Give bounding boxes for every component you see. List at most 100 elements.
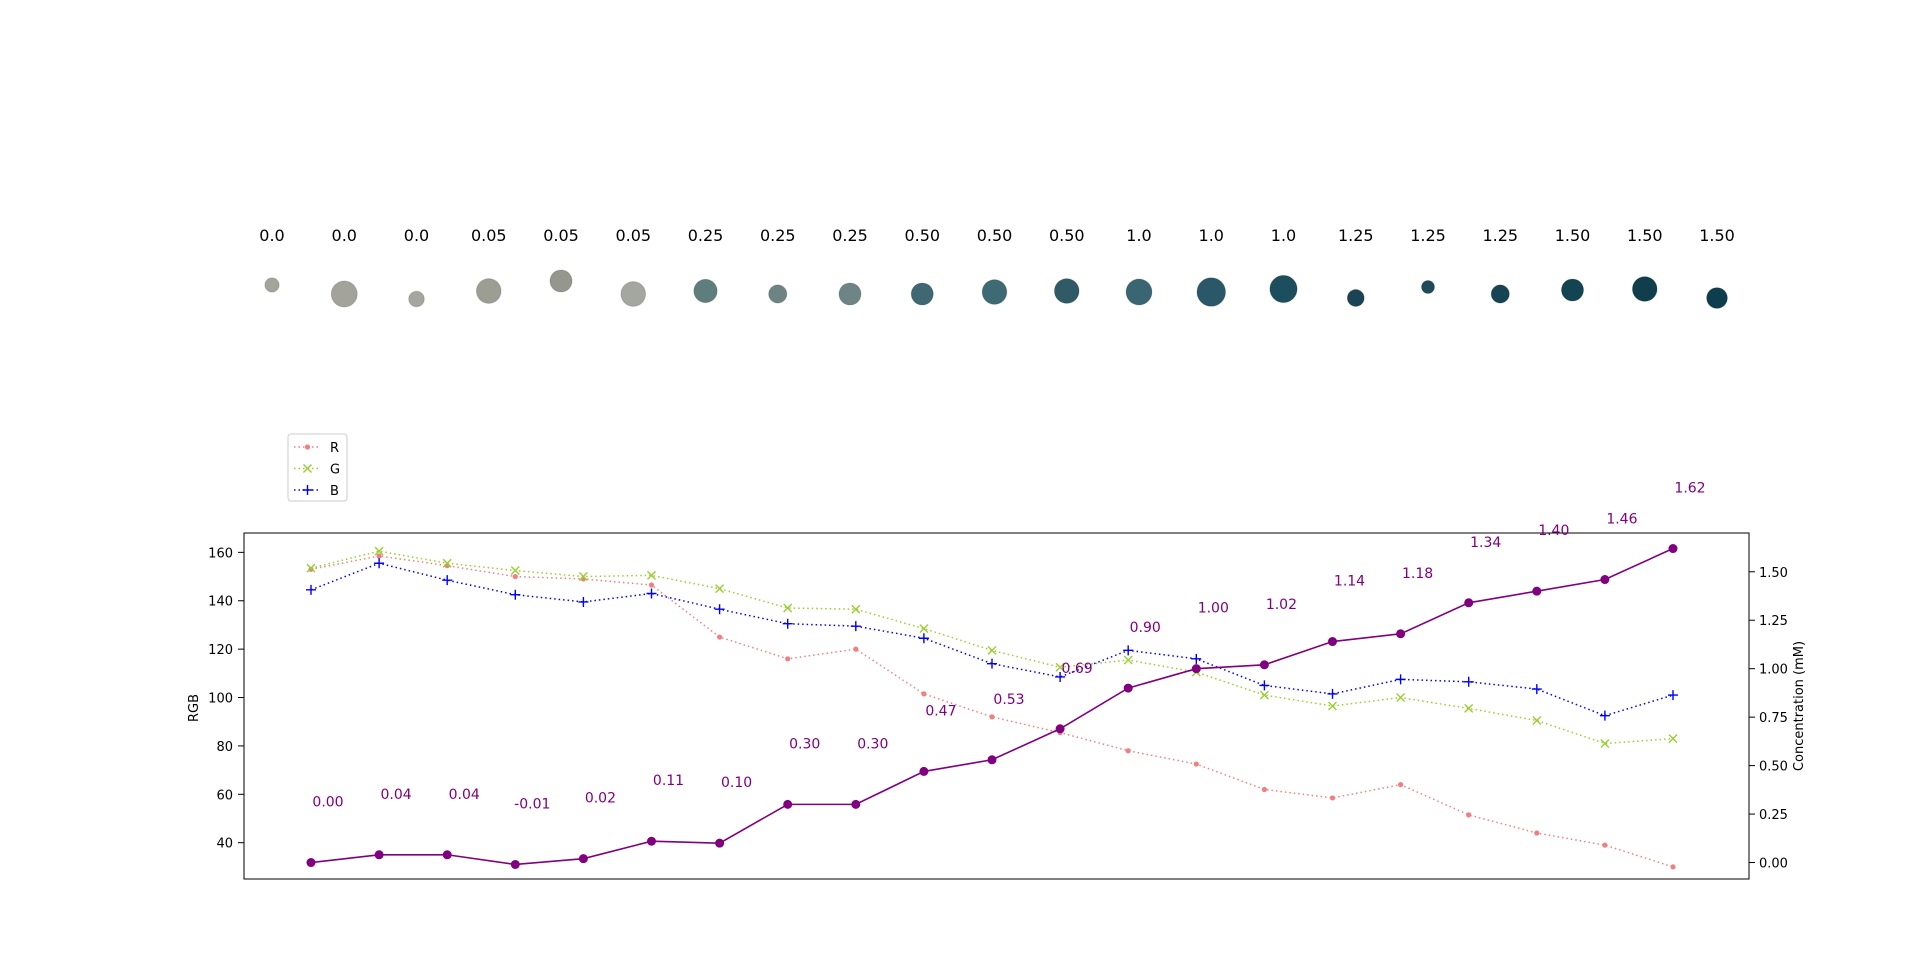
b-point: [782, 618, 793, 629]
concentration-value-label: 0.04: [381, 787, 412, 803]
left-tick-label: 120: [208, 643, 233, 658]
r-point: [1466, 812, 1472, 818]
concentration-point: [1396, 629, 1406, 639]
concentration-point: [715, 838, 725, 848]
concentration-strip-labels: 0.0 0.0 0.0 0.05 0.05 0.05 0.25 0.25 0.25 0.50 0.5…: [259, 226, 1735, 245]
strip-label: 0.25: [760, 226, 796, 245]
right-axis-label: Concentration (mM): [1792, 641, 1807, 771]
legend-point: [303, 464, 312, 473]
g-point: [1055, 662, 1065, 672]
left-tick-label: 40: [216, 837, 233, 852]
concentration-value-label: 0.11: [653, 773, 684, 789]
sample-spot: [1269, 274, 1298, 304]
r-point: [1398, 782, 1404, 788]
b-point: [850, 621, 861, 632]
legend-box: [287, 433, 348, 502]
concentration-point: [987, 755, 997, 765]
strip-label: 0.25: [832, 226, 868, 245]
sample-spot: [838, 282, 862, 306]
right-tick-label: 0.75: [1759, 711, 1788, 726]
g-point: [783, 603, 793, 613]
concentration-value-label: 1.18: [1402, 566, 1433, 582]
sample-spot: [1196, 277, 1227, 307]
left-tick-label: 100: [208, 692, 233, 707]
sample-spot: [408, 290, 425, 308]
sample-spot: [981, 279, 1008, 305]
b-point: [442, 575, 453, 586]
b-point: [1668, 690, 1678, 701]
g-point: [715, 584, 725, 594]
sample-spot: [475, 278, 502, 304]
strip-label: 0.0: [332, 226, 357, 245]
strip-label: 1.25: [1410, 226, 1446, 245]
b-point: [1531, 684, 1542, 695]
sample-spot: [330, 280, 358, 308]
concentration-value-label: 0.00: [312, 795, 343, 811]
concentration-point: [1464, 598, 1474, 608]
right-tick-label: 1.50: [1759, 566, 1788, 581]
legend-entry-g: G: [294, 463, 340, 478]
g-point: [1123, 655, 1133, 665]
concentration-point: [374, 850, 384, 860]
right-tick-label: 1.00: [1759, 663, 1788, 678]
r-point: [376, 553, 382, 559]
right-tick-label: 1.25: [1759, 614, 1788, 629]
b-point: [1191, 653, 1202, 664]
b-point: [1327, 688, 1338, 699]
r-line: [310, 555, 1674, 868]
concentration-point: [647, 836, 656, 846]
concentration-point: [1123, 683, 1133, 693]
r-point: [1670, 864, 1676, 870]
strip-label: 1.0: [1126, 226, 1151, 245]
g-line: [310, 550, 1674, 745]
series-g: [306, 546, 1678, 748]
concentration-point: [1055, 724, 1065, 734]
r-point: [717, 634, 723, 640]
sample-spot: [549, 269, 573, 293]
g-point: [987, 645, 997, 655]
r-point: [1534, 830, 1540, 836]
b-point: [374, 558, 385, 569]
legend-entry-b: B: [294, 484, 339, 499]
concentration-point: [1668, 544, 1678, 554]
left-tick-label: 160: [208, 546, 233, 561]
concentration-point: [919, 766, 929, 776]
concentration-value-label: 0.02: [585, 791, 616, 807]
b-point: [714, 604, 725, 615]
concentration-value-label: 1.00: [1198, 601, 1229, 617]
concentration-value-label: 1.46: [1606, 512, 1637, 528]
r-point: [1193, 761, 1199, 767]
b-point: [987, 658, 997, 669]
r-point: [1125, 748, 1131, 754]
concentration-value-label: 0.10: [721, 775, 752, 791]
strip-label: 1.0: [1199, 226, 1224, 245]
legend-point: [302, 485, 313, 495]
strip-label: 1.0: [1271, 226, 1296, 245]
strip-label: 0.05: [543, 226, 579, 245]
concentration-point: [1191, 664, 1201, 674]
concentration-point: [851, 799, 861, 809]
concentration-point: [306, 858, 316, 868]
strip-label: 1.25: [1482, 226, 1518, 245]
g-point: [306, 563, 316, 573]
b-point: [1055, 671, 1066, 682]
series-b: [306, 558, 1678, 721]
g-point: [510, 566, 520, 575]
concentration-value-label: 0.30: [789, 736, 820, 752]
strip-label: 0.25: [688, 226, 724, 245]
strip-label: 0.50: [977, 226, 1013, 245]
concentration-point: [510, 859, 520, 869]
right-tick-label: 0.00: [1759, 857, 1788, 872]
concentration-value-labels: 0.00 0.04 0.04 -0.01 0.02 0.11 0.10 0.30 0.30 0.4…: [312, 481, 1705, 813]
g-point: [1328, 701, 1337, 711]
g-point: [1396, 693, 1406, 703]
sample-spot: [620, 281, 647, 307]
concentration-value-label: 0.04: [449, 787, 480, 803]
strip-label: 1.50: [1699, 226, 1735, 245]
legend-point: [304, 444, 311, 450]
sample-spot: [1706, 287, 1728, 309]
r-point: [1329, 795, 1336, 801]
r-point: [1261, 786, 1267, 793]
concentration-value-label: 0.47: [925, 703, 956, 719]
